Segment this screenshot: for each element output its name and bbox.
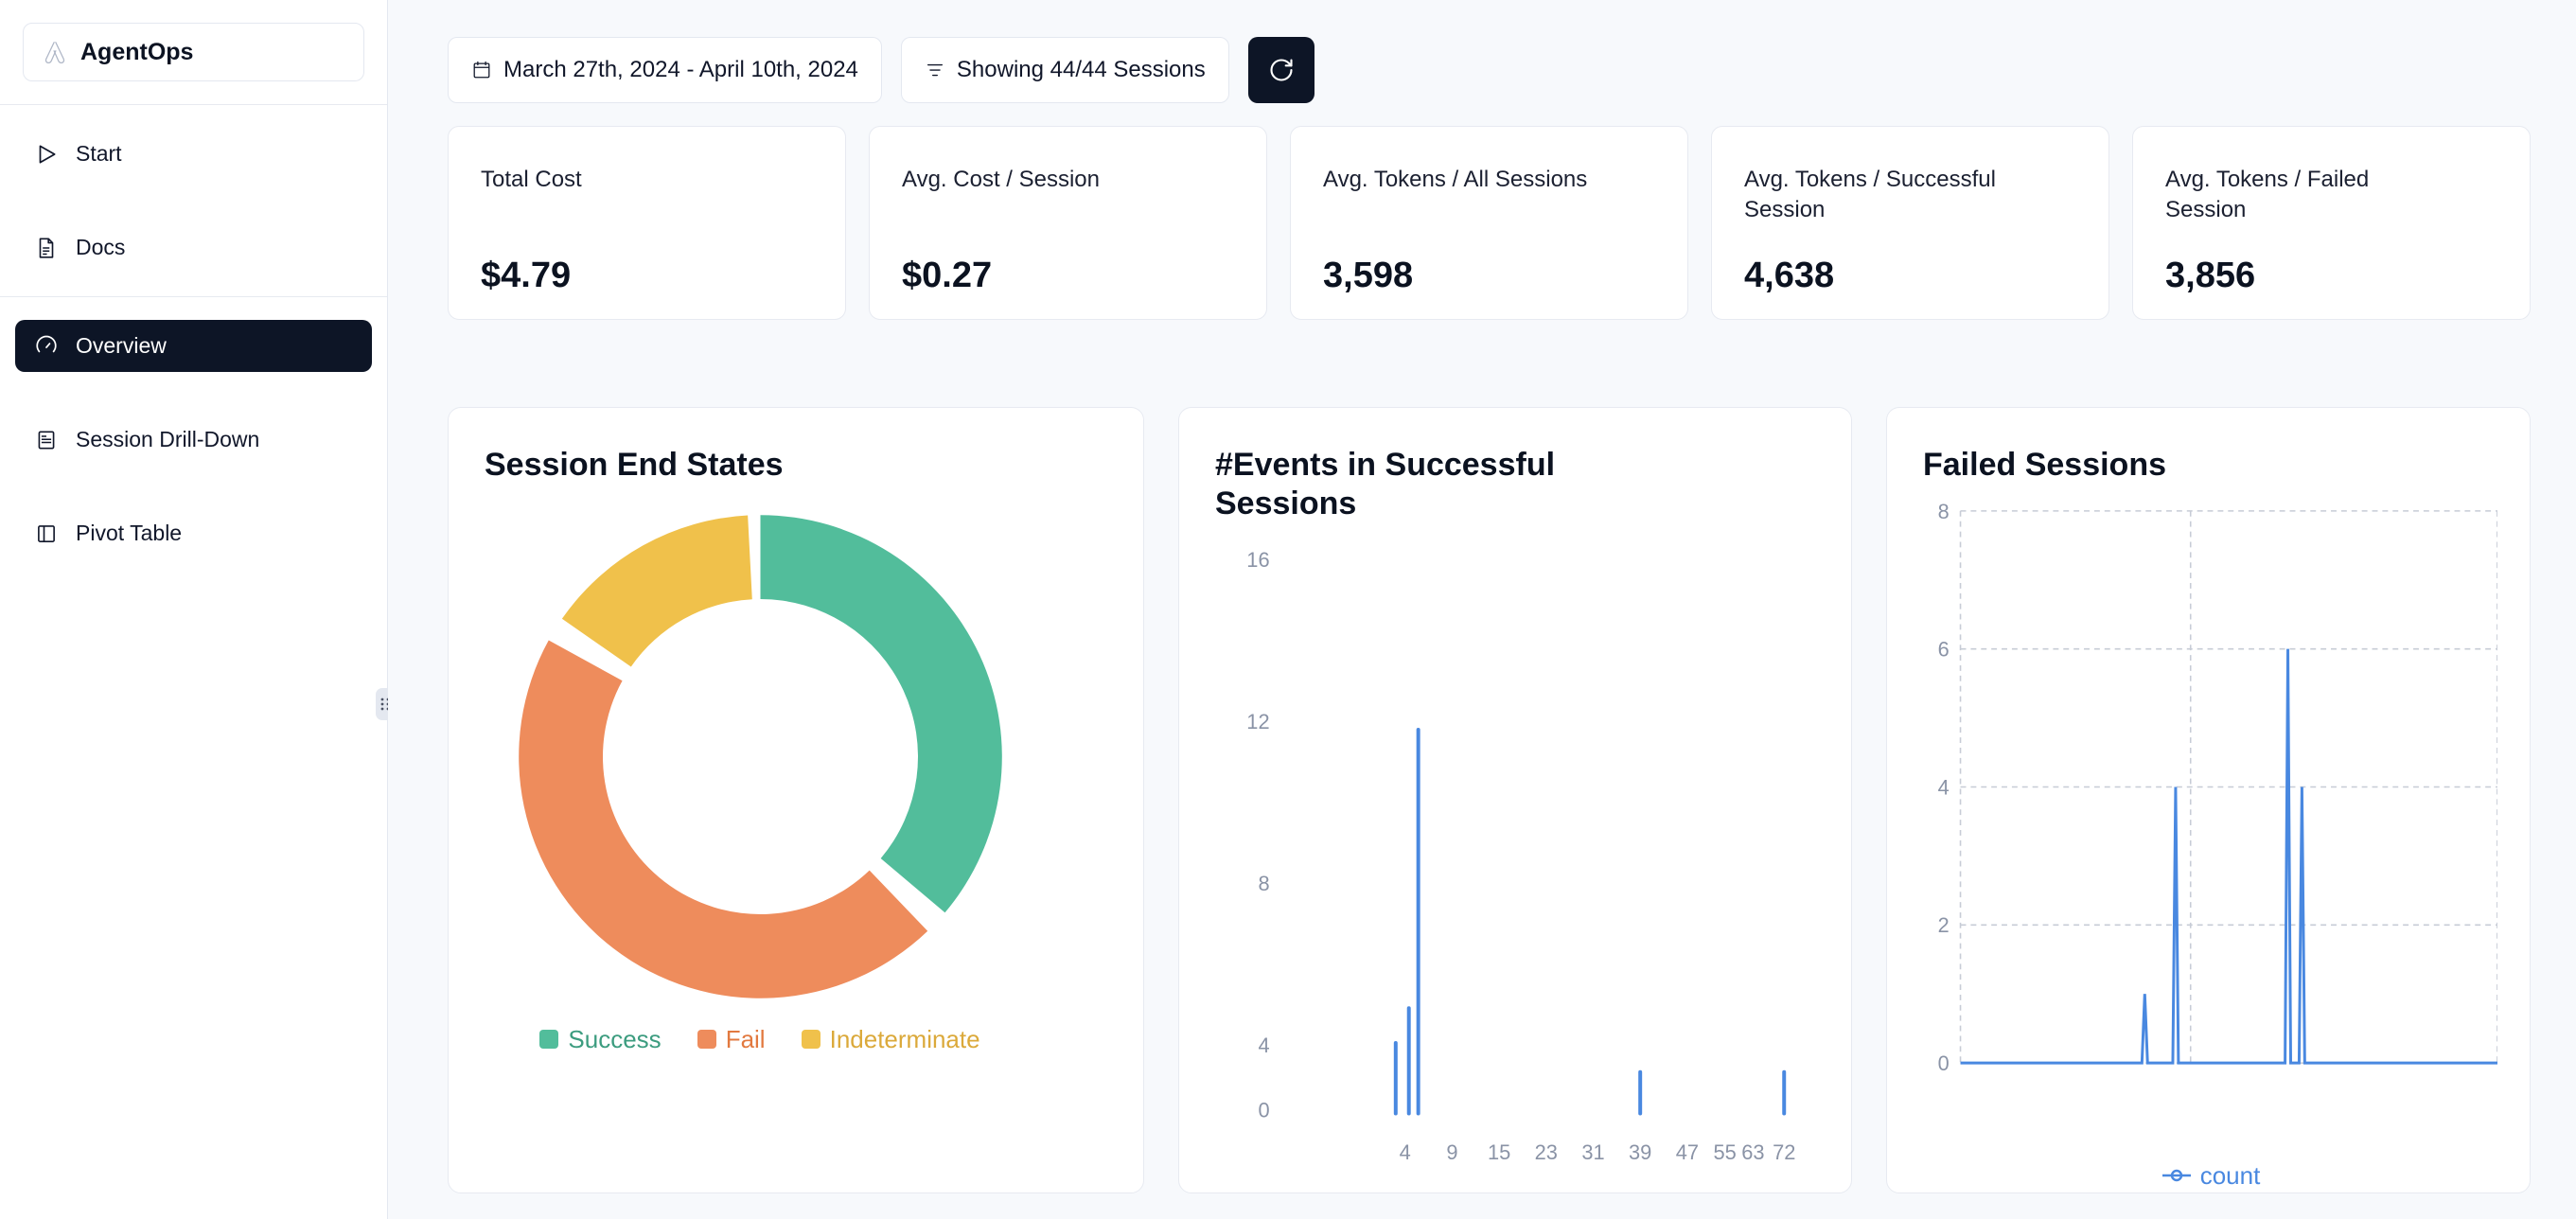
svg-text:47: 47 xyxy=(1676,1140,1699,1164)
svg-text:9: 9 xyxy=(1446,1140,1457,1164)
svg-text:0: 0 xyxy=(1938,1051,1950,1075)
svg-text:8: 8 xyxy=(1938,500,1950,523)
svg-text:39: 39 xyxy=(1629,1140,1651,1164)
svg-text:0: 0 xyxy=(1258,1098,1269,1122)
svg-text:6: 6 xyxy=(1938,637,1950,661)
svg-text:63: 63 xyxy=(1741,1140,1764,1164)
svg-text:4: 4 xyxy=(1938,775,1950,799)
svg-text:4: 4 xyxy=(1258,1033,1269,1056)
svg-text:4: 4 xyxy=(1400,1140,1411,1164)
svg-text:55: 55 xyxy=(1713,1140,1736,1164)
svg-text:15: 15 xyxy=(1488,1140,1510,1164)
svg-text:72: 72 xyxy=(1773,1140,1795,1164)
svg-text:12: 12 xyxy=(1246,710,1269,733)
svg-text:31: 31 xyxy=(1581,1140,1604,1164)
svg-text:16: 16 xyxy=(1246,548,1269,572)
svg-text:23: 23 xyxy=(1535,1140,1558,1164)
svg-text:2: 2 xyxy=(1938,913,1950,937)
svg-text:8: 8 xyxy=(1258,872,1269,895)
